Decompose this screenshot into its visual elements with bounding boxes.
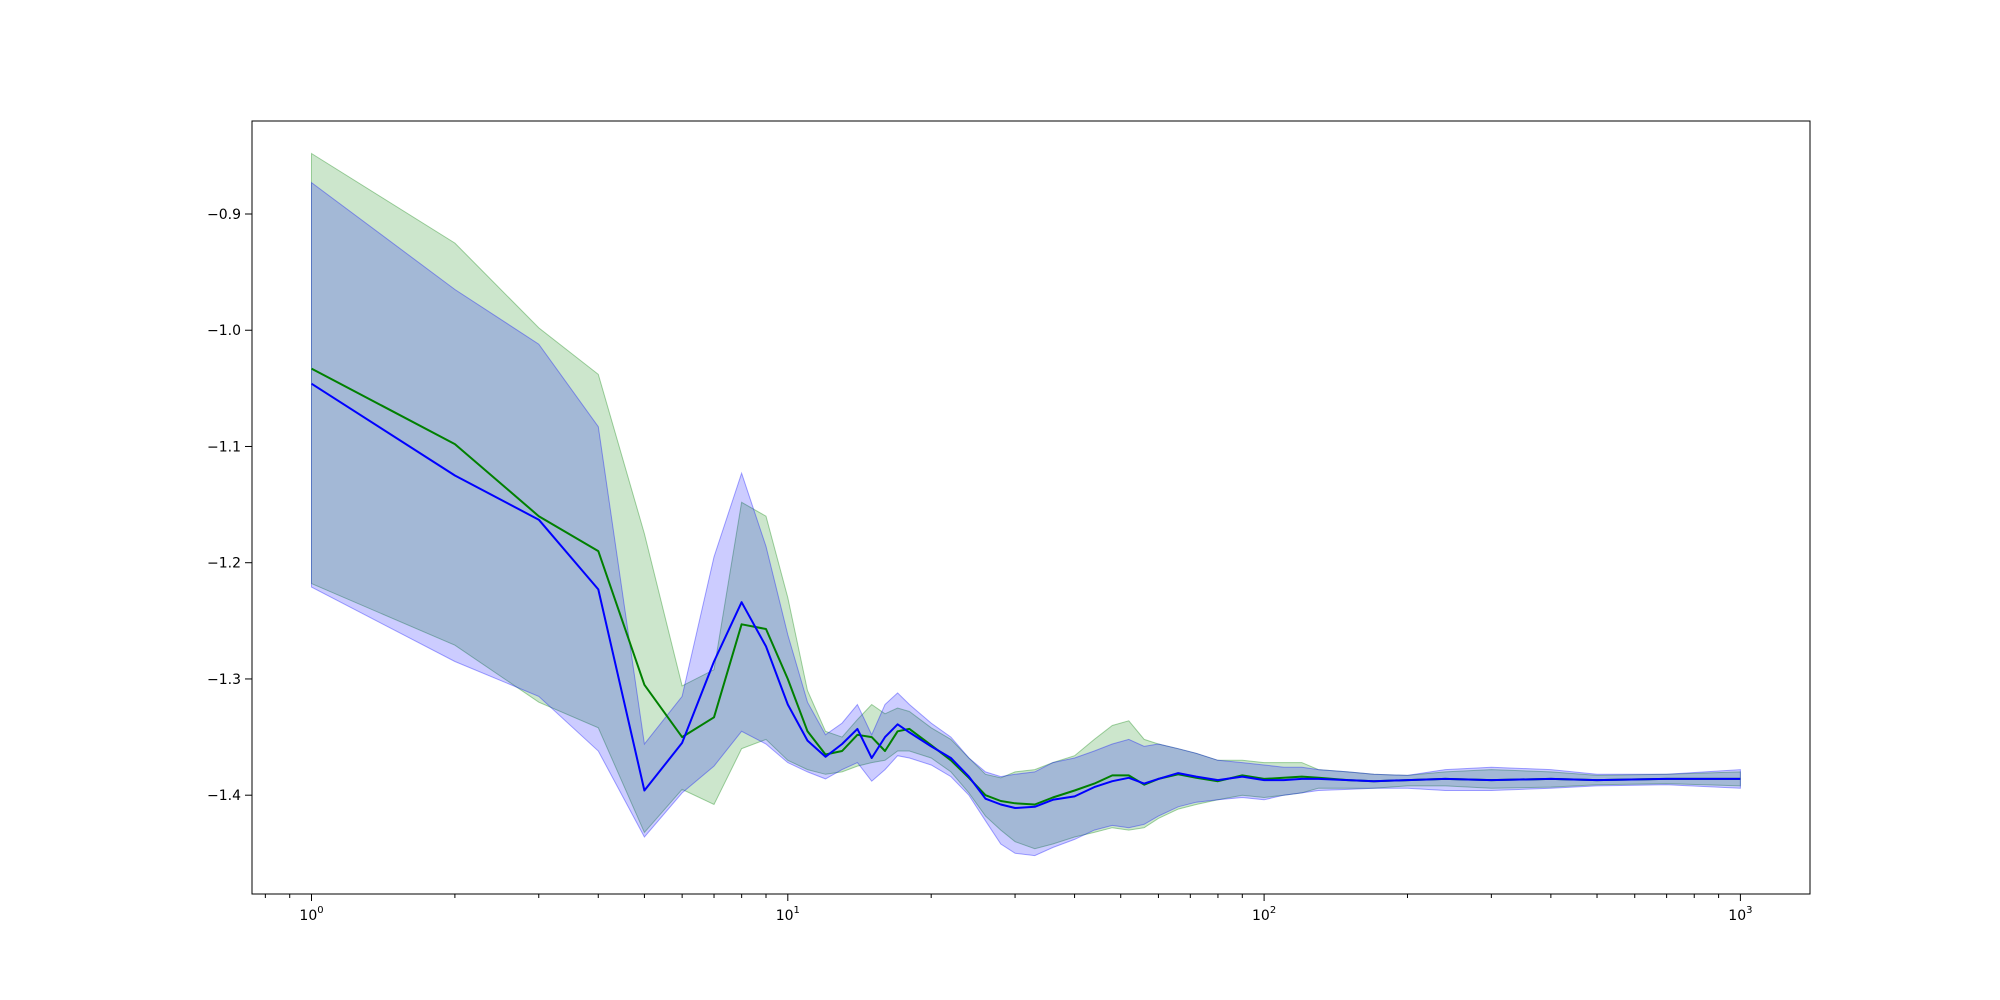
y-tick-label: −1.4 (207, 788, 241, 804)
x-tick-label: 100 (299, 905, 323, 924)
series-line-2 (310, 382, 1741, 809)
confidence-band-series-1 (311, 152, 1741, 850)
x-tick-label: 102 (1252, 905, 1276, 924)
y-tick-label: −1.3 (207, 672, 241, 688)
x-axis: 100 101 102 103 (264, 894, 1753, 924)
y-axis: −0.9 −1.0 −1.1 −1.2 −1.3 −1.4 (207, 207, 252, 804)
x-tick-label: 103 (1728, 905, 1752, 924)
x-tick-label: 101 (776, 905, 800, 924)
y-tick-label: −1.0 (207, 323, 241, 339)
axes-frame (251, 120, 1811, 895)
plot-area (310, 152, 1741, 857)
confidence-band-series-2 (311, 181, 1741, 857)
y-tick-label: −1.2 (207, 556, 241, 572)
y-tick-label: −0.9 (207, 207, 241, 223)
y-tick-label: −1.1 (207, 439, 241, 455)
